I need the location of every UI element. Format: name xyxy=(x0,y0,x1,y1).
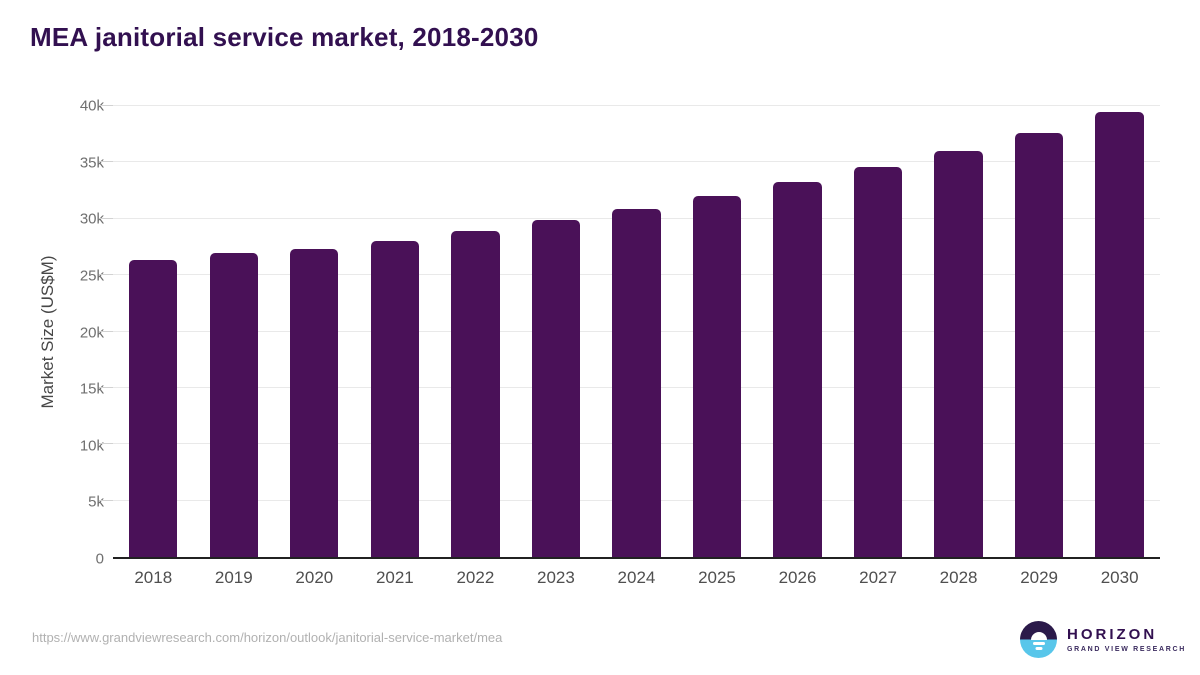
gridline xyxy=(99,105,1160,106)
gridline xyxy=(99,161,1160,163)
bar-2028 xyxy=(934,150,983,557)
bar-slot xyxy=(1079,106,1160,557)
y-tick-label: 30k xyxy=(79,210,104,228)
x-tick-label: 2023 xyxy=(537,568,575,587)
bar-2027 xyxy=(853,166,903,557)
bar-slot xyxy=(596,106,677,557)
bar-slot xyxy=(677,106,758,557)
plot-area xyxy=(99,105,1160,559)
x-tick-label: 2026 xyxy=(778,568,817,587)
bar-2025 xyxy=(692,196,742,557)
y-tick-label: 15k xyxy=(79,380,104,398)
bar-slot xyxy=(435,106,516,557)
bar-2018 xyxy=(129,260,178,557)
x-tick-label: 2027 xyxy=(859,568,897,587)
bar-slot xyxy=(838,106,919,557)
y-tick-label: 0 xyxy=(95,550,104,568)
x-tick-label: 2019 xyxy=(214,568,253,587)
chart-title: MEA janitorial service market, 2018-2030 xyxy=(30,22,539,52)
x-tick-label: 2029 xyxy=(1020,568,1059,587)
y-tick-label: 25k xyxy=(79,267,104,285)
bar-slot xyxy=(999,106,1080,557)
bar-slot xyxy=(113,106,194,557)
bar-2021 xyxy=(370,240,420,557)
x-tick-label: 2020 xyxy=(295,568,334,587)
bar-2026 xyxy=(773,182,822,557)
bar-slot xyxy=(757,106,838,557)
bar-2019 xyxy=(209,253,258,557)
x-tick-label: 2030 xyxy=(1100,568,1139,587)
bar-slot xyxy=(194,106,275,557)
x-tick-label: 2021 xyxy=(375,568,414,587)
y-tick-label: 20k xyxy=(79,324,104,341)
logo-text: HORIZON GRAND VIEW RESEARCH xyxy=(1067,627,1186,653)
y-tick-label: 35k xyxy=(79,154,104,172)
x-tick-label: 2028 xyxy=(939,568,978,587)
logo-subbrand-text: GRAND VIEW RESEARCH xyxy=(1067,645,1187,653)
x-tick-label: 2024 xyxy=(617,568,656,587)
bar-slot xyxy=(918,106,999,557)
bar-2022 xyxy=(451,230,500,557)
x-tick-label: 2018 xyxy=(134,568,173,587)
bar-2024 xyxy=(612,208,661,557)
bar-2023 xyxy=(531,220,581,557)
bar-2029 xyxy=(1014,132,1064,557)
x-tick-label: 2022 xyxy=(456,568,495,587)
bars-row xyxy=(113,106,1160,557)
source-url: https://www.grandviewresearch.com/horizo… xyxy=(32,630,503,645)
bar-slot xyxy=(516,106,597,557)
sun-reflection-line xyxy=(1032,642,1045,645)
sun-reflection-line xyxy=(1035,647,1042,650)
y-axis-tick-labels: 0 5k 10k 15k 20k 25k 30k 35k 40k xyxy=(0,99,104,567)
sun-shape xyxy=(1030,631,1047,640)
bar-2020 xyxy=(290,249,339,557)
y-tick-label: 5k xyxy=(88,493,104,511)
horizon-sun-icon xyxy=(1020,621,1057,658)
x-axis-tick-labels: 2018 2019 2020 2021 2022 2023 2024 2025 2026 2027… xyxy=(113,568,1160,588)
bar-slot xyxy=(274,106,355,557)
y-tick-label: 40k xyxy=(79,97,104,115)
y-tick-label: 10k xyxy=(79,437,104,455)
horizon-logo: HORIZON GRAND VIEW RESEARCH xyxy=(1020,621,1186,658)
bar-2030 xyxy=(1095,112,1144,557)
x-tick-label: 2025 xyxy=(698,568,736,587)
logo-brand-text: HORIZON xyxy=(1067,625,1158,643)
bar-slot xyxy=(355,106,436,557)
